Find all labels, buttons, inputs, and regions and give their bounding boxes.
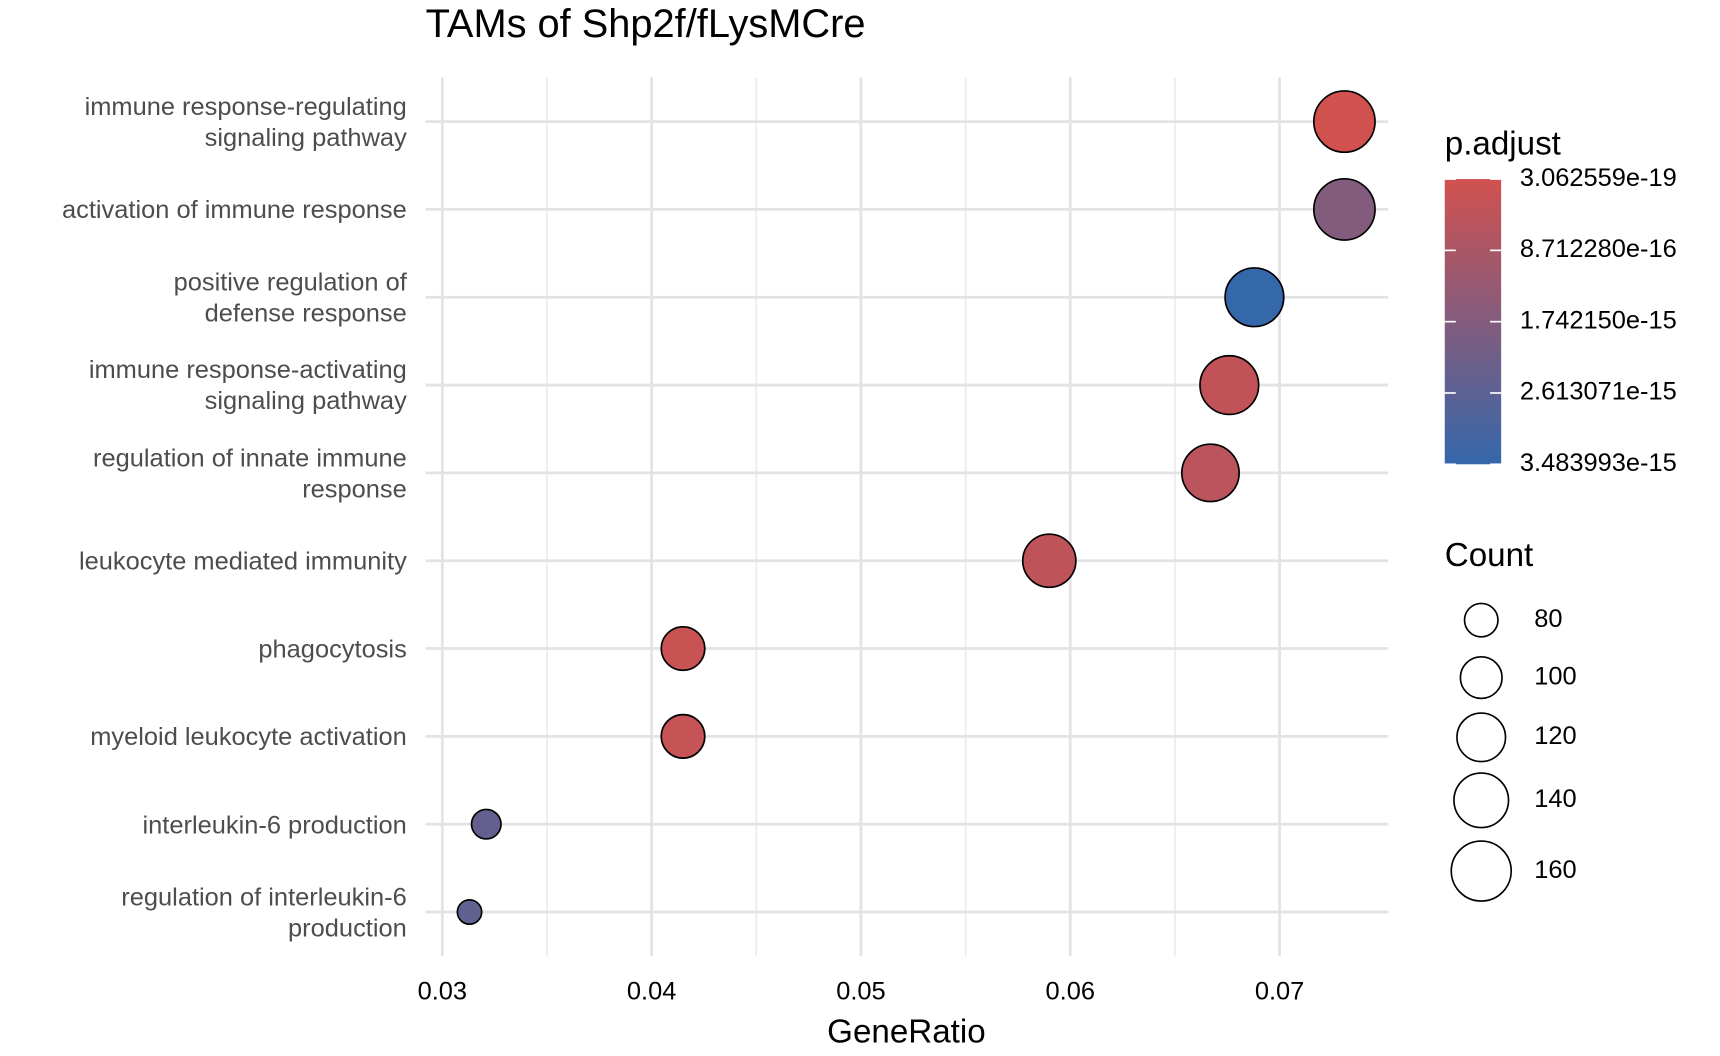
- size-legend-key: [1450, 840, 1513, 902]
- x-tick-label: 0.07: [1255, 977, 1304, 1005]
- color-tick-label: 3.062559e-19: [1520, 164, 1677, 192]
- x-tick-label: 0.04: [627, 977, 676, 1005]
- y-tick-label: immune response-activating signaling pat…: [88, 355, 407, 415]
- y-tick-label: regulation of interleukin-6 production: [121, 882, 407, 942]
- color-tick-label: 2.613071e-15: [1520, 378, 1677, 406]
- x-tick-label: 0.05: [836, 977, 885, 1005]
- size-legend-label: 80: [1534, 605, 1562, 633]
- size-legend-title: Count: [1445, 537, 1533, 574]
- y-tick-label: activation of immune response: [61, 195, 407, 224]
- dot: [1021, 533, 1077, 589]
- y-tick-label: regulation of innate immune response: [93, 443, 407, 503]
- dot: [660, 713, 706, 759]
- color-tick-label: 3.483993e-15: [1520, 449, 1677, 477]
- y-tick-label: phagocytosis: [258, 634, 407, 663]
- x-tick-label: 0.03: [418, 977, 467, 1005]
- size-legend-key: [1456, 712, 1507, 763]
- y-tick-label: myeloid leukocyte activation: [90, 721, 407, 751]
- color-legend-title: p.adjust: [1445, 126, 1561, 163]
- color-tick-label: 1.742150e-15: [1520, 306, 1677, 334]
- color-tick-label: 8.712280e-16: [1520, 235, 1677, 263]
- y-tick-label: interleukin-6 production: [142, 809, 407, 839]
- y-tick-label: immune response-regulating signaling pat…: [84, 91, 407, 152]
- size-legend-label: 100: [1534, 662, 1576, 690]
- size-legend-key: [1459, 655, 1503, 700]
- size-legend-label: 160: [1534, 856, 1576, 884]
- size-legend-key: [1463, 602, 1499, 638]
- size-legend-label: 120: [1534, 722, 1576, 750]
- dot: [1312, 177, 1376, 241]
- dot: [470, 808, 502, 840]
- dot: [660, 625, 706, 672]
- dot: [1224, 267, 1285, 328]
- size-legend-key: [1453, 772, 1510, 829]
- x-tick-label: 0.06: [1046, 977, 1095, 1005]
- chart-title: TAMs of Shp2f/fLysMCre: [426, 2, 866, 46]
- y-tick-label: positive regulation of defense response: [173, 267, 407, 328]
- y-tick-label: leukocyte mediated immunity: [78, 546, 407, 576]
- dot: [1199, 354, 1260, 416]
- dot: [1312, 90, 1376, 154]
- dot: [1180, 443, 1240, 503]
- dot: [456, 899, 483, 925]
- x-axis-label: GeneRatio: [827, 1013, 986, 1050]
- size-legend-label: 140: [1534, 785, 1576, 813]
